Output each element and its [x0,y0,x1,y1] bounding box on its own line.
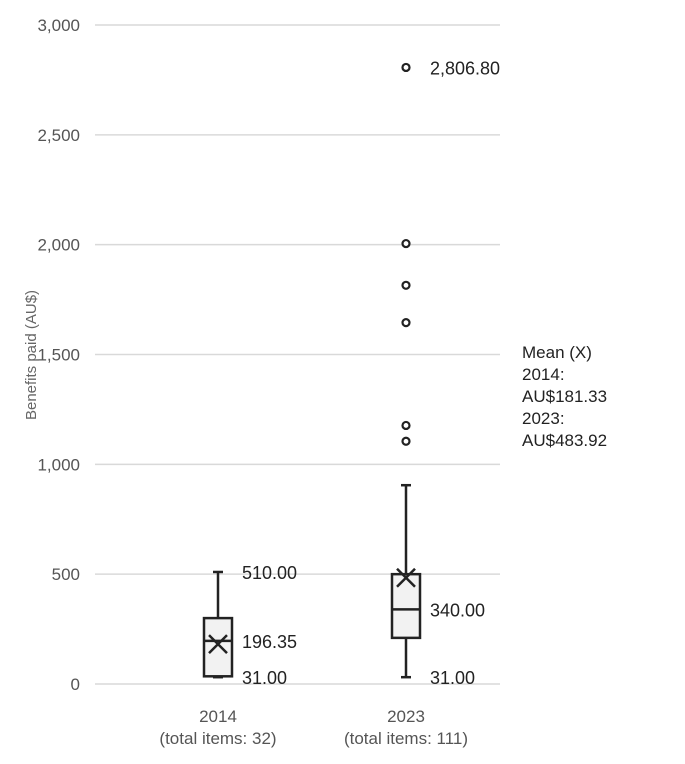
data-label: 510.00 [242,563,297,583]
outlier-point [401,62,411,73]
annotation-line: Mean (X) [522,343,592,362]
annotation-line: 2023: [522,409,565,428]
data-label: 2,806.80 [430,58,500,78]
x-tick-label: 2023 [387,707,425,726]
annotation-line: AU$181.33 [522,387,608,406]
y-tick-label: 0 [71,675,80,694]
outlier-point [401,420,411,431]
annotation-line: 2014: [522,365,565,384]
x-tick-label: (total items: 111) [344,729,468,748]
outlier-point [401,318,411,328]
box [390,572,422,640]
outlier-point [401,238,411,249]
y-tick-label: 2,000 [37,236,80,255]
y-axis-title: Benefits paid (AU$) [23,290,40,420]
outlier-point [401,280,411,290]
y-tick-label: 3,000 [37,16,80,35]
data-label: 196.35 [242,632,297,652]
data-label: 31.00 [430,668,475,688]
y-tick-label: 1,000 [37,455,80,474]
mean-marker [208,634,228,655]
annotation-line: AU$483.92 [522,431,608,450]
mean-marker [396,567,416,588]
mean-annotation: Mean (X) 2014: AU$181.33 2023: AU$483.92 [522,342,607,452]
data-label: 340.00 [430,600,485,620]
y-tick-label: 500 [52,565,80,584]
data-label: 31.00 [242,668,287,688]
x-tick-label: 2014 [199,707,237,726]
box [202,616,234,678]
x-tick-label: (total items: 32) [159,729,276,748]
y-tick-label: 2,500 [37,126,80,145]
outlier-point [401,436,411,446]
y-tick-label: 1,500 [37,346,80,365]
